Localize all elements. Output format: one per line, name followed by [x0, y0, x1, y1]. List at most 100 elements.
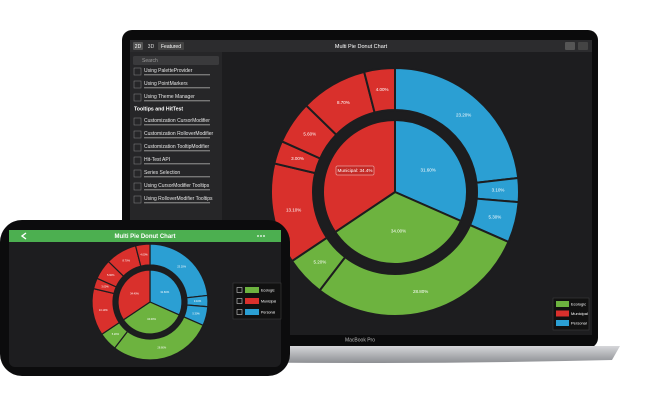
- sidebar-icon: [133, 130, 142, 139]
- sidebar-item[interactable]: Customization TooltipModifier: [144, 144, 210, 150]
- legend-label: Personal: [261, 310, 275, 314]
- segment-label: 3.10%: [492, 188, 505, 193]
- segment-label: 3.00%: [101, 284, 109, 288]
- segment-label: 5.60%: [303, 131, 316, 136]
- phone-title-bar: [9, 230, 281, 242]
- brand: MacBook Pro: [345, 337, 375, 343]
- sidebar-item[interactable]: Using RolloverModifier Tooltips: [144, 196, 213, 202]
- title-bar: [130, 40, 592, 52]
- sidebar-description: [144, 202, 210, 204]
- sidebar-icon: [133, 182, 142, 191]
- legend-checkbox[interactable]: [236, 287, 243, 293]
- segment-label: 3.00%: [291, 156, 304, 161]
- search-box[interactable]: [133, 56, 219, 65]
- legend-label: Ecologic: [261, 288, 275, 292]
- legend-swatch: [245, 287, 259, 293]
- legend-swatch: [556, 310, 569, 317]
- sidebar-item[interactable]: Using Theme Manager: [144, 94, 195, 100]
- toolbar-button[interactable]: [133, 42, 143, 50]
- legend-swatch: [245, 298, 259, 304]
- donut-segment: [362, 66, 396, 114]
- segment-label: 4.00%: [376, 87, 389, 92]
- sidebar-item[interactable]: Using CursorModifier Tooltips: [144, 183, 210, 189]
- segment-label: 23.20%: [177, 264, 186, 268]
- slice-label: 34.00%: [391, 229, 406, 234]
- pie-slice: [333, 190, 463, 265]
- toolbar-icon[interactable]: [578, 42, 588, 50]
- segment-label: 8.70%: [123, 259, 131, 263]
- sidebar-item[interactable]: Using PointMarkers: [144, 81, 188, 87]
- slice-label: 34.00%: [147, 317, 156, 321]
- segment-label: 5.20%: [112, 332, 120, 336]
- phone-chart: 31.60% 23.20% 3.10% 5.30% 34.00% 28.80% 5.20% 3…: [91, 243, 282, 361]
- segment-label: 5.30%: [488, 214, 501, 219]
- search-placeholder: Search: [142, 58, 158, 64]
- sidebar-item[interactable]: Customization RolloverModifier: [144, 131, 214, 137]
- toolbar-2d[interactable]: 2D: [135, 44, 142, 50]
- sidebar-description: [144, 74, 210, 76]
- segment-label: 13.10%: [99, 308, 108, 312]
- back-button[interactable]: [20, 232, 27, 240]
- slice-label: 34.40%: [130, 291, 139, 295]
- pie-slice: [394, 118, 468, 223]
- sidebar-description: [144, 150, 210, 152]
- sidebar-description: [144, 137, 210, 139]
- sidebar-icon: [133, 156, 142, 165]
- segment-label: 5.20%: [314, 260, 327, 265]
- legend-swatch: [556, 301, 569, 307]
- pie-slice: [117, 269, 151, 321]
- sidebar-item[interactable]: Customization CursorModifier: [144, 118, 210, 124]
- legend-label: Municipal: [571, 311, 588, 316]
- sidebar-item[interactable]: Series Selection: [144, 170, 180, 176]
- legend-label: Personal: [571, 320, 587, 325]
- sidebar-item[interactable]: Hit-Test API: [144, 157, 170, 163]
- sidebar-description: [144, 163, 210, 165]
- segment-label: 3.10%: [194, 299, 202, 303]
- sidebar-section: Tooltips and HitTest: [134, 106, 183, 112]
- sidebar-item[interactable]: Using PaletteProvider: [144, 68, 193, 74]
- sidebar-description: [144, 176, 210, 178]
- pie-slice: [149, 269, 183, 316]
- sidebar-icon: [133, 117, 142, 126]
- sidebar-icon: [133, 169, 142, 178]
- sidebar-icon: [133, 93, 142, 102]
- sidebar-description: [144, 124, 210, 126]
- sidebar-icon: [133, 195, 142, 204]
- segment-label: 4.00%: [140, 253, 148, 257]
- tooltip: Municipal: 34.4%: [338, 168, 373, 173]
- toolbar-featured[interactable]: Featured: [161, 44, 181, 50]
- sidebar-description: [144, 189, 210, 191]
- legend-checkbox[interactable]: [236, 309, 243, 315]
- pie-slice: [122, 301, 181, 335]
- legend-swatch: [245, 309, 259, 315]
- legend-label: Ecologic: [571, 301, 586, 306]
- segment-label: 8.70%: [337, 100, 350, 105]
- sidebar-icon: [133, 143, 142, 152]
- legend-label: Municipal: [261, 299, 276, 303]
- segment-label: 28.80%: [157, 346, 166, 350]
- tooltip-box: [335, 165, 375, 176]
- legend-checkbox[interactable]: [236, 298, 243, 304]
- menu-button[interactable]: [257, 235, 265, 237]
- sidebar-description: [144, 100, 210, 102]
- legend-swatch: [556, 320, 569, 326]
- segment-label: 23.20%: [456, 112, 471, 117]
- segment-label: 5.30%: [192, 311, 200, 315]
- phone-title: Multi Pie Donut Chart: [115, 234, 176, 240]
- pie-slice: [322, 118, 396, 234]
- sidebar-description: [144, 87, 210, 89]
- toolbar-3d[interactable]: 3D: [148, 44, 155, 50]
- donut-segment: [318, 223, 510, 317]
- donut-segment: [134, 243, 151, 267]
- toolbar-button[interactable]: [158, 42, 184, 50]
- segment-label: 28.80%: [413, 289, 428, 294]
- slice-label: 31.60%: [421, 168, 436, 173]
- toolbar-icon[interactable]: [565, 42, 575, 50]
- window-title: Multi Pie Donut Chart: [335, 44, 388, 50]
- segment-label: 5.60%: [107, 273, 115, 277]
- segment-label: 13.10%: [286, 208, 301, 213]
- sidebar-icon: [133, 67, 142, 76]
- sidebar-icon: [133, 80, 142, 89]
- slice-label: 31.60%: [160, 290, 169, 294]
